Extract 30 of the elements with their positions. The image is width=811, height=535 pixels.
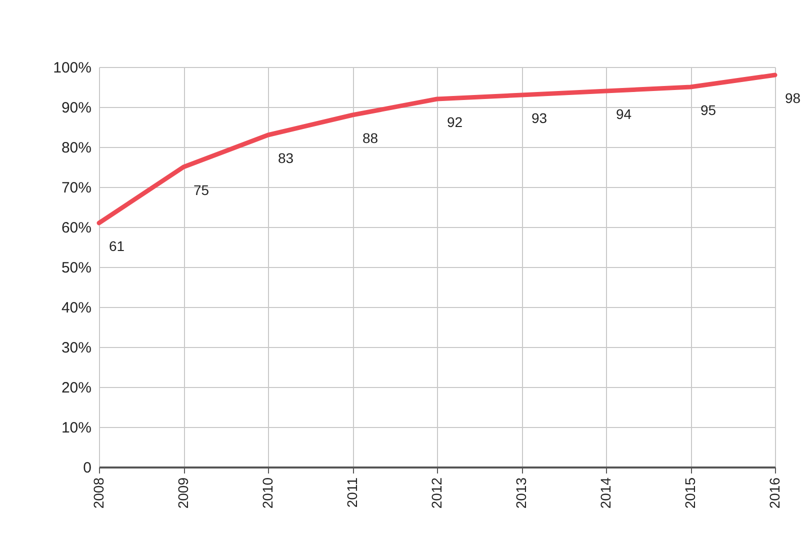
x-tick-label: 2008 [90,477,106,509]
y-tick-label: 70% [61,180,92,196]
data-label: 93 [532,110,548,126]
y-tick-label: 40% [61,300,92,316]
y-tick-label: 50% [61,260,92,276]
y-tick-label: 60% [61,220,92,236]
y-tick-label: 10% [61,420,92,436]
x-tick-label: 2010 [260,477,276,509]
y-tick-label: 80% [61,140,92,156]
data-label: 92 [447,114,463,130]
x-tick-label: 2013 [513,477,529,509]
data-label: 61 [109,238,125,254]
y-tick-label: 100% [53,60,92,76]
x-tick-label: 2015 [682,477,698,509]
x-tick-label: 2014 [598,477,614,509]
data-label: 95 [700,102,716,118]
data-label: 83 [278,150,294,166]
x-tick-label: 2011 [344,477,360,508]
line-series [96,72,778,226]
data-label: 98 [785,90,801,106]
y-tick-label: 30% [61,340,92,356]
data-label: 94 [616,106,632,122]
data-label: 75 [194,182,210,198]
y-tick-label: 90% [61,100,92,116]
y-tick-label: 20% [61,380,92,396]
x-tick-label: 2009 [175,477,191,509]
x-tick-label: 2012 [428,477,444,509]
data-label: 88 [362,130,378,146]
x-tick-label: 2016 [766,477,782,509]
y-tick-label: 0 [83,460,92,476]
